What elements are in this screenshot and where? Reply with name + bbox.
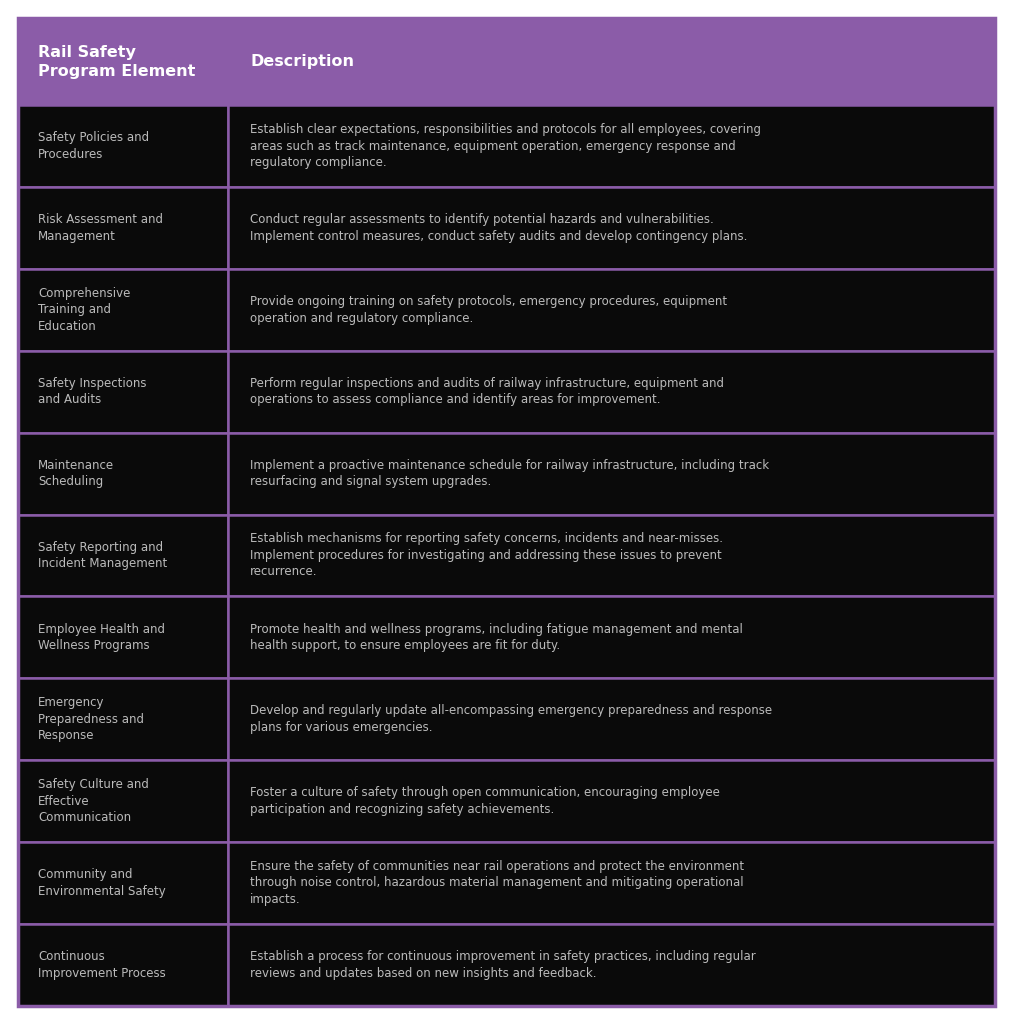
Text: Emergency
Preparedness and
Response: Emergency Preparedness and Response (38, 696, 144, 742)
Bar (228, 187, 995, 269)
Text: Continuous
Improvement Process: Continuous Improvement Process (38, 950, 166, 980)
Text: Safety Inspections
and Audits: Safety Inspections and Audits (38, 377, 147, 407)
Text: Risk Assessment and
Management: Risk Assessment and Management (38, 213, 163, 243)
Bar (228, 678, 995, 760)
Text: Establish a process for continuous improvement in safety practices, including re: Establish a process for continuous impro… (250, 950, 756, 980)
Bar (228, 842, 995, 924)
Bar (18, 432, 228, 514)
Bar (18, 105, 228, 187)
Bar (18, 514, 228, 596)
Bar (228, 269, 995, 351)
Text: Maintenance
Scheduling: Maintenance Scheduling (38, 459, 114, 488)
Text: Safety Culture and
Effective
Communication: Safety Culture and Effective Communicati… (38, 778, 149, 824)
Bar (228, 351, 995, 432)
Bar (18, 924, 228, 1006)
Bar (18, 18, 228, 105)
Text: Provide ongoing training on safety protocols, emergency procedures, equipment
op: Provide ongoing training on safety proto… (250, 295, 727, 325)
Bar (228, 924, 995, 1006)
Text: Comprehensive
Training and
Education: Comprehensive Training and Education (38, 287, 131, 333)
Text: Safety Reporting and
Incident Management: Safety Reporting and Incident Management (38, 541, 167, 570)
Text: Rail Safety
Program Element: Rail Safety Program Element (38, 45, 196, 79)
Bar (18, 187, 228, 269)
Bar (18, 678, 228, 760)
Text: Promote health and wellness programs, including fatigue management and mental
he: Promote health and wellness programs, in… (250, 623, 744, 652)
Text: Safety Policies and
Procedures: Safety Policies and Procedures (38, 131, 149, 161)
Text: Description: Description (250, 54, 355, 70)
Text: Foster a culture of safety through open communication, encouraging employee
part: Foster a culture of safety through open … (250, 786, 720, 816)
Text: Employee Health and
Wellness Programs: Employee Health and Wellness Programs (38, 623, 165, 652)
Text: Establish mechanisms for reporting safety concerns, incidents and near-misses.
I: Establish mechanisms for reporting safet… (250, 532, 723, 579)
Text: Conduct regular assessments to identify potential hazards and vulnerabilities.
I: Conduct regular assessments to identify … (250, 213, 748, 243)
Text: Perform regular inspections and audits of railway infrastructure, equipment and
: Perform regular inspections and audits o… (250, 377, 724, 407)
Text: Community and
Environmental Safety: Community and Environmental Safety (38, 868, 166, 898)
Bar (228, 760, 995, 842)
Bar (18, 269, 228, 351)
Bar (228, 105, 995, 187)
Text: Develop and regularly update all-encompassing emergency preparedness and respons: Develop and regularly update all-encompa… (250, 705, 772, 734)
Bar (228, 514, 995, 596)
Text: Implement a proactive maintenance schedule for railway infrastructure, including: Implement a proactive maintenance schedu… (250, 459, 769, 488)
Bar (228, 432, 995, 514)
Bar (228, 18, 995, 105)
Bar (18, 596, 228, 678)
Text: Ensure the safety of communities near rail operations and protect the environmen: Ensure the safety of communities near ra… (250, 860, 745, 906)
Bar (18, 760, 228, 842)
Bar (228, 596, 995, 678)
Bar (18, 842, 228, 924)
Bar (18, 351, 228, 432)
Text: Establish clear expectations, responsibilities and protocols for all employees, : Establish clear expectations, responsibi… (250, 123, 761, 169)
